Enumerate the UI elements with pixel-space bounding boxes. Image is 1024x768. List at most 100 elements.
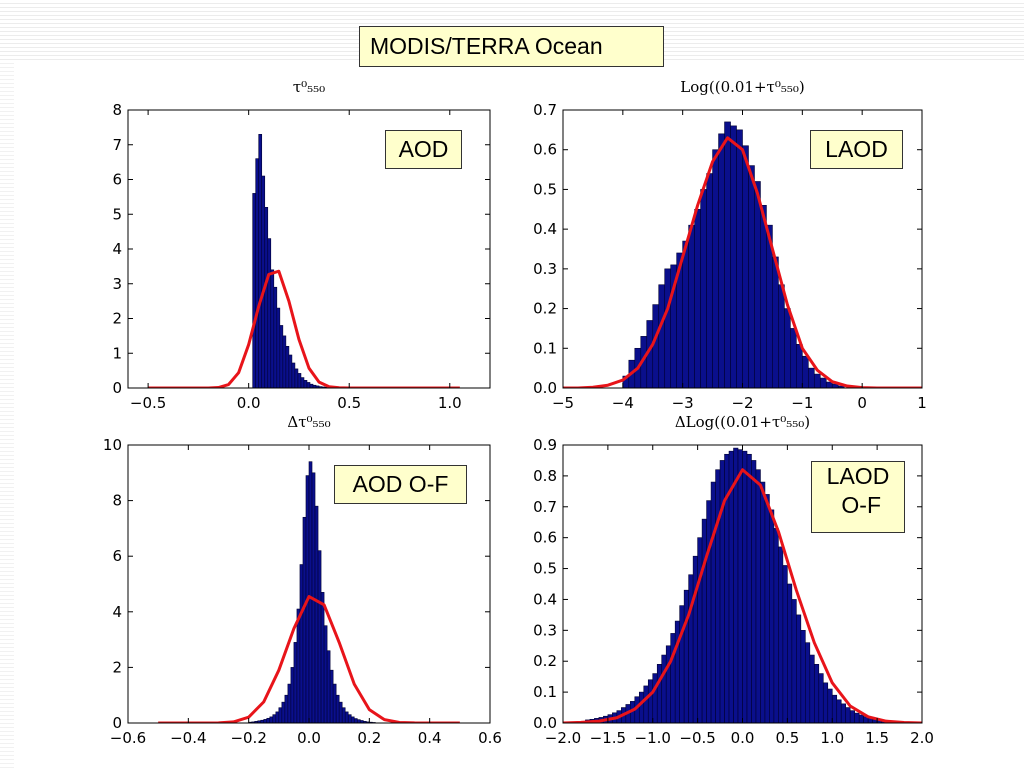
y-tick-label: 2 (112, 658, 122, 676)
histogram-bar (320, 592, 325, 723)
histogram-bar (808, 367, 815, 388)
histogram-bar (670, 633, 676, 723)
histogram-bar (291, 362, 296, 388)
plot-area (563, 121, 922, 388)
histogram-bar (692, 555, 698, 723)
histogram-bar (710, 481, 716, 723)
histogram-bar (296, 608, 301, 723)
histogram-bar (809, 654, 815, 723)
histogram-bar (736, 129, 743, 388)
x-tick-label: 1.0 (438, 394, 462, 412)
histogram-bar (341, 707, 346, 723)
histogram-bar (638, 691, 645, 723)
histogram-bar (267, 238, 272, 388)
x-tick-label: 0.5 (775, 729, 799, 747)
y-tick-label: 0.2 (533, 652, 557, 670)
y-tick-label: 0.9 (533, 436, 557, 454)
x-tick-label: −0.4 (170, 729, 206, 747)
x-tick-label: −0.5 (679, 729, 715, 747)
histogram-bar (276, 307, 281, 388)
histogram-bar (825, 381, 833, 388)
histogram-bar (688, 574, 694, 723)
histogram-bar (688, 224, 695, 388)
chart-panel-laod: −5 −4 −3 −2 −1 0 1 0.0 0.1 0.2 0.3 0.4 0.5 0.6 0.7 Log(… (533, 78, 927, 412)
y-tick-label: 0.5 (533, 560, 557, 578)
histogram-bar (269, 716, 274, 723)
histogram-bar (760, 205, 767, 388)
y-tick-label: 0.8 (533, 467, 557, 485)
histogram-bar (314, 505, 319, 723)
y-tick-label: 4 (112, 240, 122, 258)
histogram-bar (840, 703, 847, 723)
x-tick-label: 0.0 (237, 394, 261, 412)
chart-title: τ⁰₅₅₀ (293, 78, 325, 96)
x-tick-label: −3 (672, 394, 694, 412)
y-tick-label: 8 (112, 492, 122, 510)
histogram-bar (746, 453, 752, 723)
histogram-bar (751, 460, 757, 723)
histogram-bar (353, 718, 358, 723)
histogram-bar (802, 355, 809, 388)
x-tick-label: −0.5 (130, 394, 166, 412)
histogram-bar (347, 714, 352, 723)
histogram-bar (813, 664, 820, 723)
x-tick-label: 0.5 (337, 394, 361, 412)
chart-panel-laod-of: −2.0 −1.5 −1.0 −0.5 0.0 0.5 1.0 1.5 2.0 0.0 0.1 0.2… (533, 413, 934, 747)
fit-line (148, 269, 460, 388)
histogram-bar (647, 679, 654, 723)
histogram-bar (279, 325, 284, 388)
y-tick-label: 0.1 (533, 683, 557, 701)
histogram-bar (791, 599, 797, 723)
histogram-bar (769, 509, 775, 723)
histogram-bar (679, 605, 685, 723)
page-title: MODIS/TERRA Ocean (359, 26, 664, 67)
histogram-bar (288, 354, 293, 388)
y-tick-label: 1 (112, 344, 122, 362)
histogram-bar (264, 207, 269, 388)
panel-label-aod: AOD (385, 130, 462, 169)
plot-area (158, 461, 460, 723)
histogram-bar (317, 550, 322, 723)
y-tick-label: 0.6 (533, 529, 557, 547)
panel-label-aod-of: AOD O-F (334, 465, 467, 504)
histogram-bar (302, 516, 307, 723)
histogram-bar (854, 712, 860, 723)
plot-area (148, 134, 460, 388)
y-tick-label: 6 (112, 171, 122, 189)
histogram-bar (700, 189, 707, 388)
chart-title: ΔLog((0.01+τ⁰₅₅₀) (675, 413, 810, 431)
x-tick-label: 1 (917, 394, 927, 412)
panel-label-laod-of: LAOD O-F (811, 461, 905, 533)
histogram-bar (778, 284, 785, 388)
histogram-bar (299, 564, 304, 723)
x-tick-label: 0.0 (731, 729, 755, 747)
histogram-bar (293, 642, 298, 723)
histogram-bar (715, 469, 721, 723)
histogram-bar (643, 685, 649, 723)
histogram-bar (306, 382, 311, 388)
histogram-bar (701, 518, 707, 723)
histogram-bar (661, 654, 667, 723)
histogram-bar (831, 694, 838, 723)
histogram-bar (782, 565, 788, 723)
histogram-bar (270, 269, 275, 388)
histogram-bar (800, 630, 806, 723)
y-tick-label: 0.2 (533, 300, 557, 318)
x-tick-label: −2.0 (545, 729, 581, 747)
histogram-bar (724, 121, 731, 388)
histogram-bar (813, 373, 821, 388)
x-tick-label: 1.0 (820, 729, 844, 747)
histogram-bar (694, 208, 701, 388)
histogram-bar (718, 133, 725, 388)
histogram-bar (796, 344, 803, 388)
y-tick-label: 0.0 (533, 379, 557, 397)
histogram-bar (773, 528, 779, 723)
y-tick-label: 0 (112, 379, 122, 397)
histogram-bar (285, 345, 290, 388)
histogram-bar (652, 304, 660, 388)
histogram-bar (282, 335, 287, 388)
histogram-bar (772, 256, 779, 388)
histogram-bar (303, 380, 308, 388)
y-tick-label: 6 (112, 547, 122, 565)
